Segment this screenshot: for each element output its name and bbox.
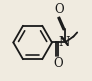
Text: N: N [59,36,70,49]
Text: O: O [54,3,64,16]
Text: O: O [53,57,63,70]
